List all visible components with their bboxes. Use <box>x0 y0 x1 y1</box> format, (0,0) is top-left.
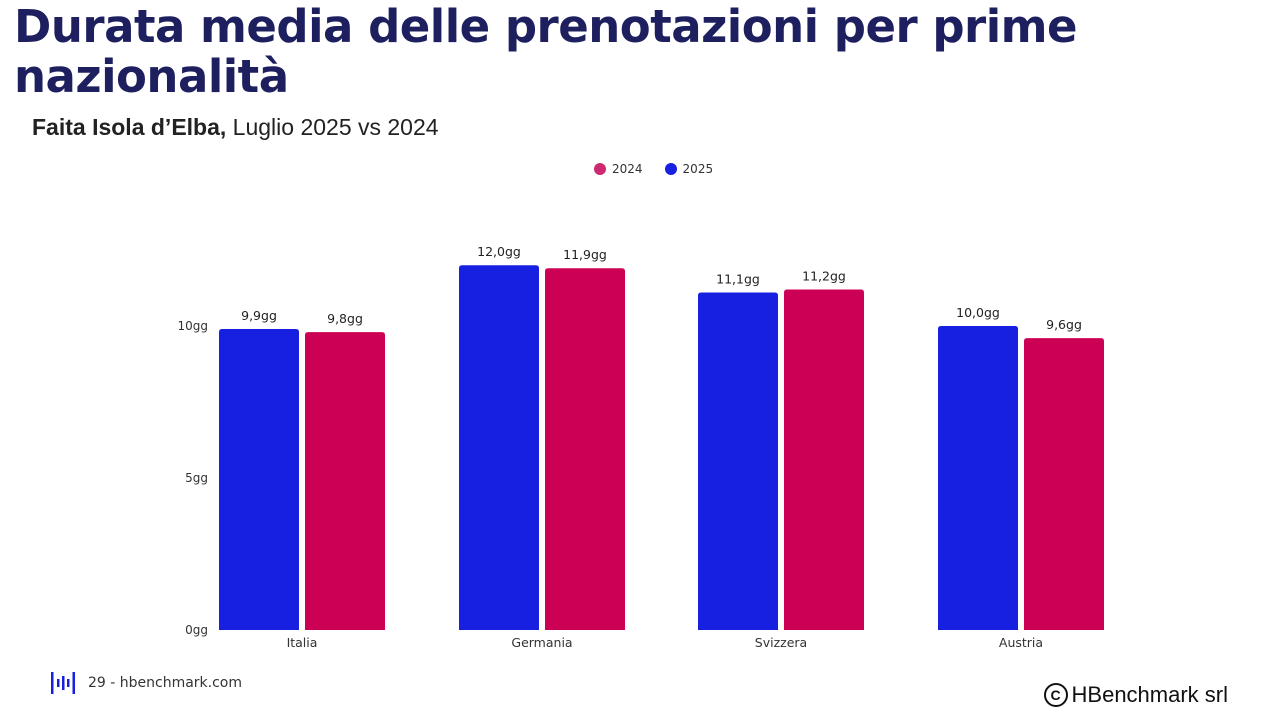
legend-label-2025: 2025 <box>682 162 714 176</box>
bar-2024-austria <box>1024 338 1104 630</box>
bar-value-label: 11,1gg <box>716 272 760 287</box>
y-tick-label: 0gg <box>185 623 208 637</box>
subtitle-period: Luglio 2025 vs 2024 <box>226 114 439 140</box>
bar-value-label: 9,9gg <box>241 308 277 323</box>
legend-item-2025[interactable]: 2025 <box>664 162 714 176</box>
legend-item-2024[interactable]: 2024 <box>594 162 643 176</box>
legend-dot-2024 <box>594 163 606 175</box>
bar-2025-austria <box>938 326 1018 630</box>
bar-value-label: 9,6gg <box>1046 317 1082 332</box>
x-category-label: Germania <box>511 635 572 650</box>
y-tick-label: 10gg <box>177 319 208 333</box>
bar-value-label: 9,8gg <box>327 311 363 326</box>
bar-2025-germania <box>459 265 539 630</box>
footer-copyright: C HBenchmark srl <box>1043 682 1228 708</box>
bar-2024-svizzera <box>784 289 864 630</box>
chart-legend: 2024 2025 <box>594 162 713 176</box>
legend-dot-2025 <box>664 163 677 175</box>
page-title: Durata media delle prenotazioni per prim… <box>14 0 1078 103</box>
footer-page-text: 29 - hbenchmark.com <box>88 675 243 691</box>
legend-label-2024: 2024 <box>612 162 643 176</box>
x-category-label: Austria <box>999 635 1043 650</box>
bar-2025-italia <box>219 329 299 630</box>
subtitle-location: Faita Isola d’Elba, <box>32 114 227 140</box>
copyright-icon: C <box>1043 683 1068 707</box>
y-tick-label: 5gg <box>185 471 208 485</box>
x-category-label: Italia <box>287 635 318 650</box>
bar-value-label: 11,2gg <box>802 269 846 284</box>
bar-value-label: 11,9gg <box>563 247 607 262</box>
bar-value-label: 10,0gg <box>956 305 1000 320</box>
bar-2024-italia <box>305 332 385 630</box>
bar-2025-svizzera <box>698 292 778 630</box>
footer-page-info: 29 - hbenchmark.com <box>50 670 242 696</box>
bar-value-label: 12,0gg <box>477 244 521 259</box>
bar-2024-germania <box>545 268 625 630</box>
x-category-label: Svizzera <box>755 635 807 650</box>
copyright-text: HBenchmark srl <box>1071 682 1228 707</box>
page-subtitle: Faita Isola d’Elba, Luglio 2025 vs 2024 <box>32 114 439 141</box>
hbenchmark-logo-icon <box>51 672 75 694</box>
